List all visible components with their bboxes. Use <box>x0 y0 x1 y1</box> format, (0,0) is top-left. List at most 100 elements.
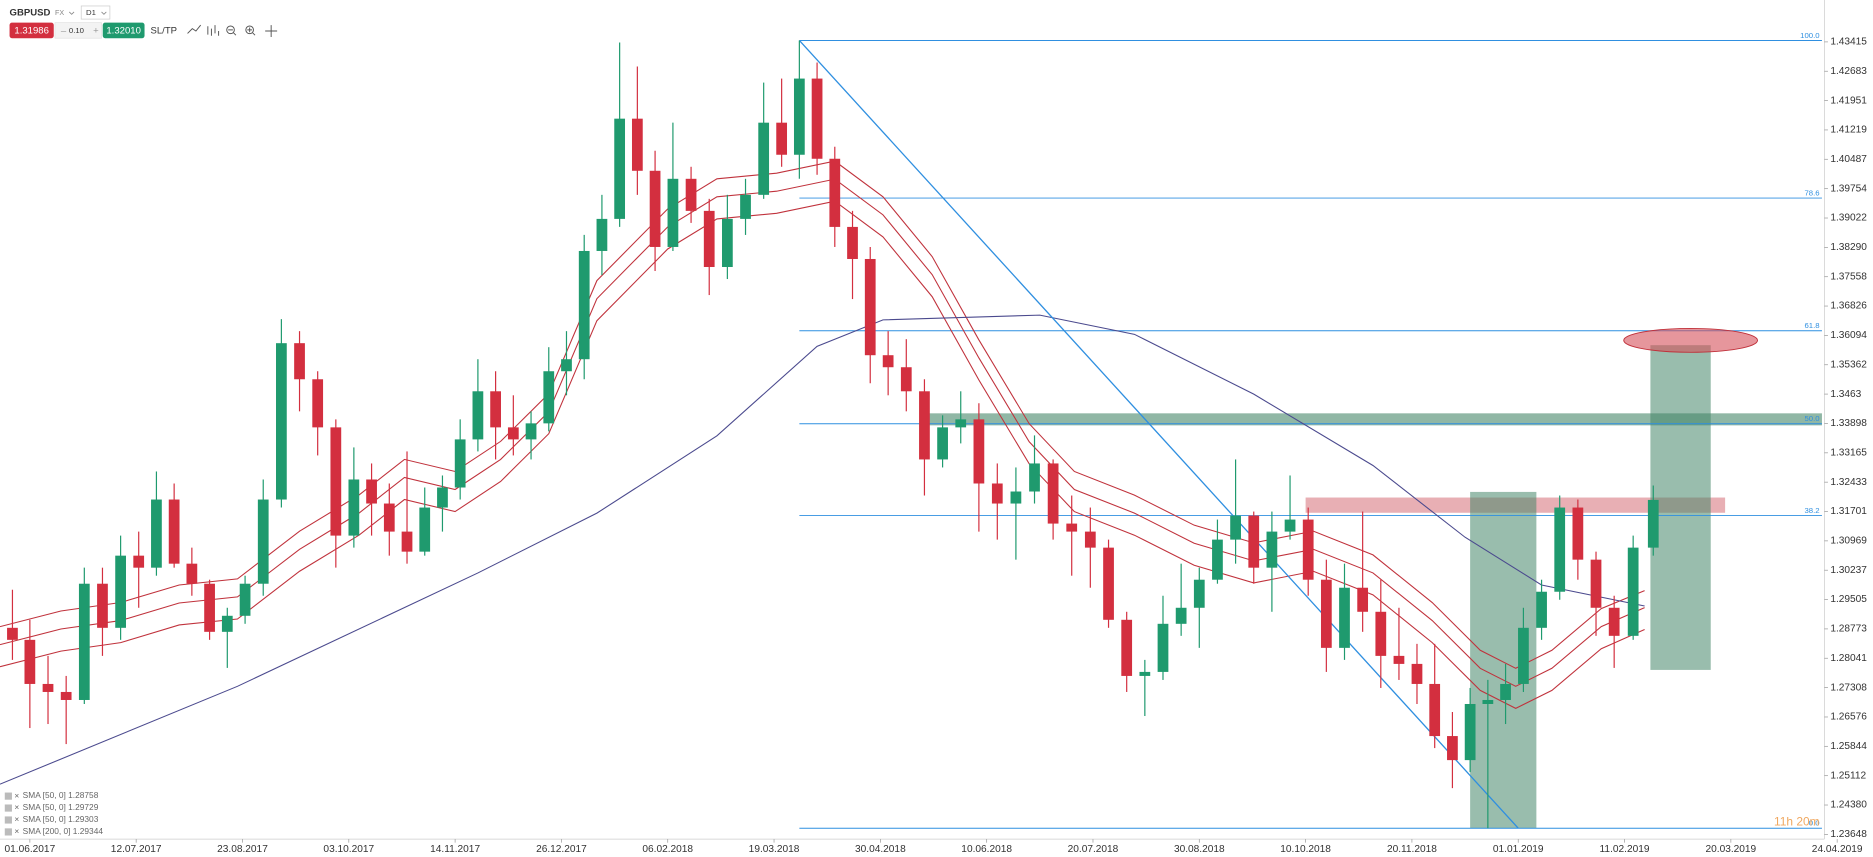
timeframe-box[interactable] <box>80 5 111 20</box>
x-tick-label: 10.06.2018 <box>961 844 1012 855</box>
y-tick-label: 1.33165 <box>1830 447 1867 458</box>
candle-body <box>1121 619 1133 676</box>
candle-body <box>24 639 36 684</box>
zoom-in-icon[interactable] <box>247 27 256 36</box>
candle-body <box>42 683 54 692</box>
dropdown-icon[interactable] <box>101 11 107 15</box>
y-tick-label: 1.31701 <box>1830 506 1867 517</box>
candle-body <box>882 355 894 368</box>
candle-body <box>1627 547 1639 636</box>
sltp-button[interactable]: SL/TP <box>151 26 178 37</box>
lot[interactable]: 0.10 <box>69 26 84 35</box>
x-tick-label: 12.07.2017 <box>111 844 162 855</box>
y-tick-label: 1.36094 <box>1830 330 1867 341</box>
candle-body <box>1139 671 1151 676</box>
crosshair-icon[interactable] <box>265 25 278 38</box>
sma-line <box>0 200 1645 709</box>
candle-body <box>543 371 555 424</box>
toolbar: GBPUSD FX D1 1.31986 – 0.10 + 1.32010 SL… <box>9 5 278 39</box>
sell-price[interactable]: 1.31986 <box>14 26 49 37</box>
candle-body <box>955 419 967 428</box>
lot-minus[interactable]: – <box>61 26 67 37</box>
symbol[interactable]: GBPUSD <box>10 8 51 19</box>
candle-body <box>1554 507 1566 592</box>
x-tick-label: 20.11.2018 <box>1387 844 1437 855</box>
countdown: 11h 20m <box>1774 815 1820 829</box>
candle-body <box>437 487 448 508</box>
fib-label: 50.0 <box>1804 414 1819 423</box>
zoom-out-icon[interactable] <box>226 25 235 35</box>
candle-body <box>631 118 643 171</box>
candle-body <box>721 218 733 268</box>
y-tick-label: 1.33898 <box>1830 418 1867 429</box>
candle-body <box>1536 591 1547 628</box>
legend-value: 1.29303 <box>68 814 99 824</box>
candle-body <box>60 691 72 700</box>
x-tick-label: 20.07.2018 <box>1068 844 1119 855</box>
y-tick-label: 1.43415 <box>1830 37 1867 48</box>
buy-price[interactable]: 1.32010 <box>106 26 141 37</box>
x-tick-label: 11.02.2019 <box>1600 844 1650 855</box>
candle-body <box>776 122 788 155</box>
candle-body <box>257 499 269 584</box>
candle-body <box>366 479 377 504</box>
candle-body <box>1320 579 1332 648</box>
candle-body <box>1411 663 1423 684</box>
candle-body <box>847 226 858 259</box>
market: FX <box>55 9 64 17</box>
zoom-out-icon[interactable] <box>228 29 237 36</box>
candle-body <box>1608 607 1620 636</box>
candle-body <box>97 583 108 628</box>
x-tick-label: 23.08.2017 <box>217 844 268 855</box>
target-ellipse <box>1623 327 1758 353</box>
candle-body <box>1357 587 1369 612</box>
timeframe[interactable]: D1 <box>86 8 96 17</box>
candle-body <box>490 391 501 428</box>
dropdown-icon[interactable] <box>68 11 75 15</box>
legend-name: SMA [200, 0] <box>23 826 71 836</box>
candle-body <box>472 391 484 440</box>
candle-body <box>401 531 413 552</box>
candle-body <box>937 427 948 460</box>
candle-body <box>1393 655 1405 664</box>
sell-button[interactable] <box>9 22 54 39</box>
candle-body <box>1590 559 1602 608</box>
fib-label: 0.0 <box>1809 819 1820 828</box>
zone <box>924 413 1822 426</box>
zoom-in-icon[interactable] <box>245 25 254 35</box>
candle-body <box>758 122 770 195</box>
candle-body <box>1429 683 1441 737</box>
legend-value: 1.28758 <box>68 790 99 800</box>
candle-body <box>1572 507 1584 560</box>
y-tick-label: 1.32433 <box>1830 477 1867 488</box>
candle-body <box>1482 699 1494 704</box>
candle-body <box>649 170 661 247</box>
legend-close: × <box>14 814 19 824</box>
x-tick-label: 01.01.2019 <box>1493 844 1544 855</box>
candle-body <box>7 627 18 640</box>
indicator-icon[interactable] <box>207 25 220 36</box>
fib-label: 100.0 <box>1800 31 1819 40</box>
sma-line <box>0 178 1645 687</box>
sma-line <box>0 314 1645 785</box>
y-tick-label: 1.41951 <box>1830 95 1867 106</box>
line-tool-icon[interactable] <box>187 24 202 34</box>
candle-body <box>1500 683 1511 700</box>
candle-body <box>276 343 287 500</box>
candle-body <box>151 499 162 568</box>
candle-body <box>829 158 841 227</box>
lot-plus[interactable]: + <box>93 26 99 37</box>
buy-button[interactable] <box>102 22 145 39</box>
legend-name: SMA [50, 0] <box>23 802 66 812</box>
y-tick-label: 1.28041 <box>1830 653 1867 664</box>
candle-body <box>614 118 626 219</box>
y-tick-label: 1.23648 <box>1830 829 1867 840</box>
lot-box[interactable] <box>54 22 102 39</box>
candle-body <box>330 427 342 536</box>
y-tick-label: 1.26576 <box>1830 712 1867 723</box>
candle-body <box>1647 499 1659 548</box>
